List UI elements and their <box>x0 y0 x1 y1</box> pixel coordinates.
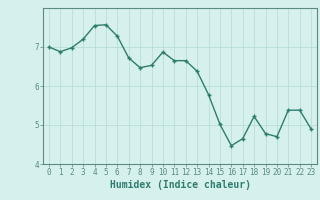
X-axis label: Humidex (Indice chaleur): Humidex (Indice chaleur) <box>109 180 251 190</box>
